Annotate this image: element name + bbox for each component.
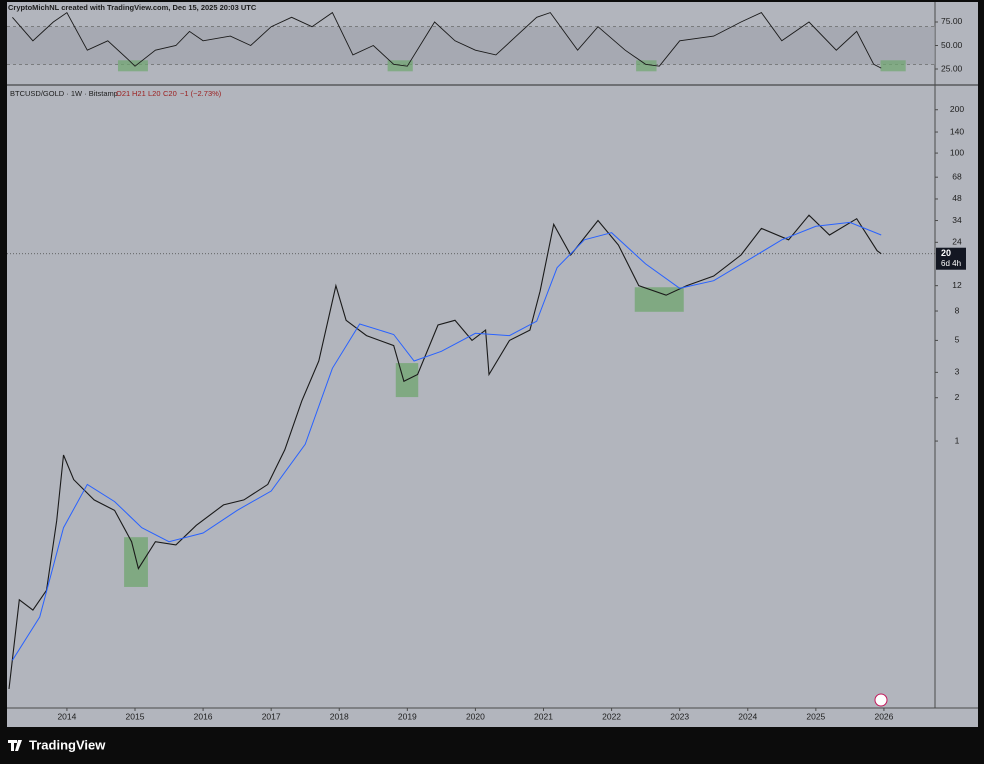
price-line bbox=[11, 221, 882, 661]
y-tick-label: 24 bbox=[952, 237, 962, 247]
tool-icon bbox=[874, 693, 888, 707]
ohlc-high: H21 bbox=[132, 89, 146, 98]
symbol-info: BTCUSD/GOLD · 1W · Bitstamp bbox=[10, 89, 118, 98]
x-tick-label: 2017 bbox=[262, 711, 281, 721]
rsi-highlight bbox=[117, 60, 148, 72]
y-tick-label: 200 bbox=[950, 104, 964, 114]
rsi-tick-label: 25.00 bbox=[941, 63, 963, 73]
x-tick-label: 2026 bbox=[874, 711, 893, 721]
rsi-band bbox=[7, 26, 935, 65]
rsi-highlight bbox=[636, 60, 657, 72]
y-tick-label: 48 bbox=[952, 193, 962, 203]
rsi-line bbox=[12, 11, 882, 69]
y-tick-label: 12 bbox=[952, 280, 962, 290]
y-tick-label: 3 bbox=[955, 367, 960, 377]
x-tick-label: 2021 bbox=[534, 711, 553, 721]
ohlc-change: −1 (−2.73%) bbox=[180, 89, 222, 98]
y-tick-label: 34 bbox=[952, 215, 962, 225]
x-tick-label: 2019 bbox=[398, 711, 417, 721]
footer-logo: TradingView bbox=[8, 737, 106, 752]
x-tick-label: 2016 bbox=[194, 711, 213, 721]
y-tick-label: 68 bbox=[952, 171, 962, 181]
rsi-plot bbox=[12, 11, 882, 69]
logo-icon bbox=[8, 740, 22, 751]
rsi-highlight bbox=[387, 60, 413, 72]
ohlc-close: C20 bbox=[163, 89, 177, 98]
price-plot bbox=[8, 214, 882, 689]
rsi-tick-label: 50.00 bbox=[941, 40, 963, 50]
x-tick-label: 2015 bbox=[126, 711, 145, 721]
y-tick-label: 2 bbox=[955, 392, 960, 402]
y-tick-label: 5 bbox=[955, 335, 960, 345]
price-line bbox=[8, 214, 882, 689]
x-tick-label: 2020 bbox=[466, 711, 485, 721]
countdown-label: 6d 4h bbox=[941, 259, 961, 268]
logo-text: TradingView bbox=[29, 737, 106, 752]
last-price-label: 20 bbox=[941, 248, 951, 258]
ohlc-open: O21 bbox=[116, 89, 130, 98]
rsi-tick-label: 75.00 bbox=[941, 16, 963, 26]
x-tick-label: 2014 bbox=[57, 711, 76, 721]
attribution: CryptoMichNL created with TradingView.co… bbox=[8, 3, 257, 12]
x-tick-label: 2024 bbox=[738, 711, 757, 721]
y-tick-label: 8 bbox=[955, 305, 960, 315]
last-price-box bbox=[936, 247, 966, 270]
y-tick-label: 100 bbox=[950, 147, 964, 157]
x-tick-label: 2022 bbox=[602, 711, 621, 721]
rsi-highlight bbox=[880, 60, 906, 72]
ohlc-low: L20 bbox=[148, 89, 161, 98]
y-tick-label: 140 bbox=[950, 126, 964, 136]
highlight-box bbox=[124, 537, 148, 587]
x-tick-label: 2025 bbox=[806, 711, 825, 721]
chart-area bbox=[7, 2, 978, 727]
x-tick-label: 2023 bbox=[670, 711, 689, 721]
y-tick-label: 1 bbox=[955, 435, 960, 445]
x-tick-label: 2018 bbox=[330, 711, 349, 721]
